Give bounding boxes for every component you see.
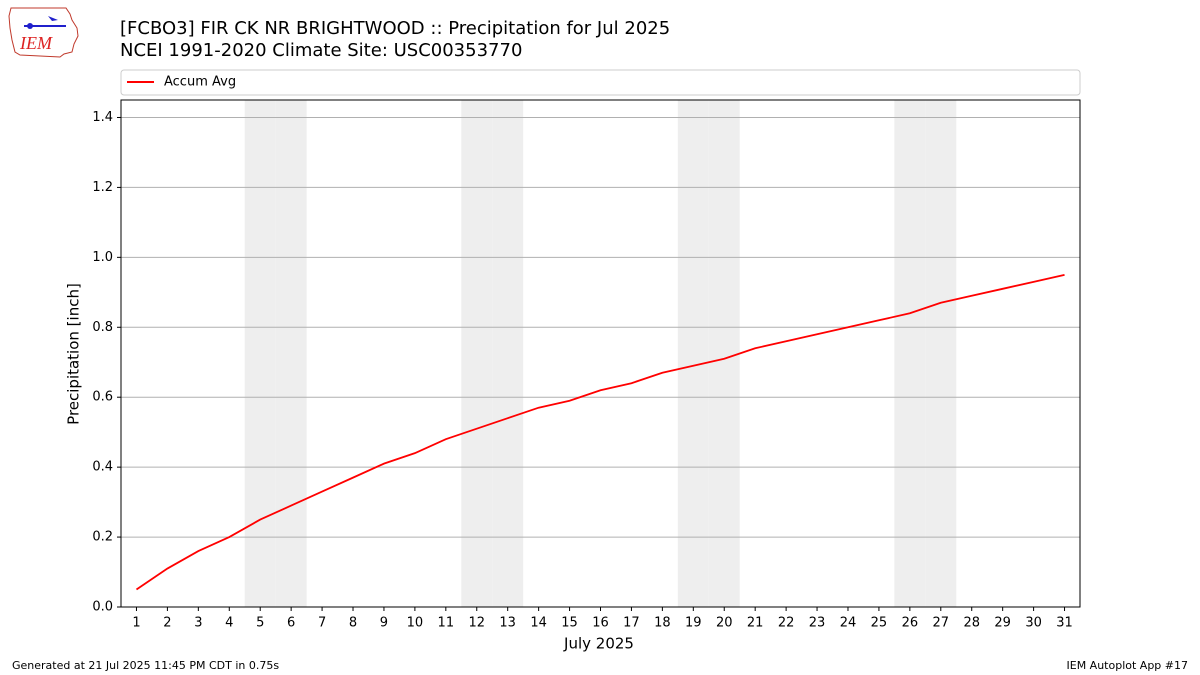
x-tick-label: 22 bbox=[778, 616, 795, 631]
x-axis-label: July 2025 bbox=[563, 635, 634, 653]
x-tick-label: 3 bbox=[194, 616, 202, 631]
x-tick-label: 12 bbox=[468, 616, 485, 631]
x-tick-label: 26 bbox=[902, 616, 919, 631]
line-series bbox=[135, 273, 1065, 591]
weekend-band bbox=[925, 100, 957, 607]
x-tick-label: 7 bbox=[318, 616, 326, 631]
weekend-band bbox=[677, 100, 709, 607]
x-tick-label: 17 bbox=[623, 616, 640, 631]
y-tick-label: 0.6 bbox=[92, 390, 113, 405]
y-tick-label: 1.4 bbox=[92, 110, 113, 125]
x-tick-label: 28 bbox=[963, 616, 980, 631]
x-tick-label: 1 bbox=[132, 616, 140, 631]
weekend-band bbox=[244, 100, 276, 607]
x-tick-label: 29 bbox=[994, 616, 1011, 631]
weekend-band bbox=[492, 100, 524, 607]
y-tick-label: 1.2 bbox=[92, 180, 113, 195]
weekend-band bbox=[461, 100, 493, 607]
x-tick-label: 24 bbox=[840, 616, 857, 631]
logo-outline bbox=[8, 7, 79, 58]
x-tick-label: 19 bbox=[685, 616, 702, 631]
y-tick-label: 0.2 bbox=[92, 530, 113, 545]
x-tick-label: 27 bbox=[933, 616, 950, 631]
x-tick-label: 6 bbox=[287, 616, 295, 631]
logo-text: IEM bbox=[19, 33, 53, 53]
x-tick-label: 30 bbox=[1025, 616, 1042, 631]
x-tick-label: 23 bbox=[809, 616, 826, 631]
x-tick-label: 8 bbox=[349, 616, 357, 631]
x-tick-label: 20 bbox=[716, 616, 733, 631]
weekend-band bbox=[894, 100, 926, 607]
legend-label: Accum Avg bbox=[164, 75, 236, 90]
x-tick-label: 15 bbox=[561, 616, 578, 631]
x-tick-label: 31 bbox=[1056, 616, 1073, 631]
x-tick-label: 25 bbox=[871, 616, 888, 631]
logo-arrow bbox=[48, 16, 58, 21]
y-tick-label: 1.0 bbox=[92, 250, 113, 265]
logo-dot bbox=[27, 23, 33, 29]
y-tick-label: 0.4 bbox=[92, 460, 113, 475]
x-tick-label: 13 bbox=[499, 616, 516, 631]
x-tick-label: 11 bbox=[438, 616, 455, 631]
x-tick-label: 21 bbox=[747, 616, 764, 631]
x-tick-label: 4 bbox=[225, 616, 233, 631]
y-tick-label: 0.0 bbox=[92, 600, 113, 615]
footer-right: IEM Autoplot App #17 bbox=[1067, 659, 1189, 672]
x-tick-label: 2 bbox=[163, 616, 171, 631]
y-axis-label: Precipitation [inch] bbox=[65, 283, 83, 425]
y-tick-label: 0.8 bbox=[92, 320, 113, 335]
x-tick-label: 16 bbox=[592, 616, 609, 631]
x-tick-label: 5 bbox=[256, 616, 264, 631]
chart-title: [FCBO3] FIR CK NR BRIGHTWOOD :: Precipit… bbox=[120, 18, 670, 39]
weekend-band bbox=[708, 100, 740, 607]
logo: IEM bbox=[8, 7, 79, 58]
x-tick-label: 9 bbox=[380, 616, 388, 631]
chart-subtitle: NCEI 1991-2020 Climate Site: USC00353770 bbox=[120, 40, 522, 61]
footer-left: Generated at 21 Jul 2025 11:45 PM CDT in… bbox=[12, 659, 279, 672]
x-tick-label: 14 bbox=[530, 616, 547, 631]
weekend-band bbox=[275, 100, 307, 607]
legend-box bbox=[120, 69, 1081, 96]
x-tick-label: 10 bbox=[407, 616, 424, 631]
plot-frame bbox=[120, 99, 1081, 608]
x-tick-label: 18 bbox=[654, 616, 671, 631]
